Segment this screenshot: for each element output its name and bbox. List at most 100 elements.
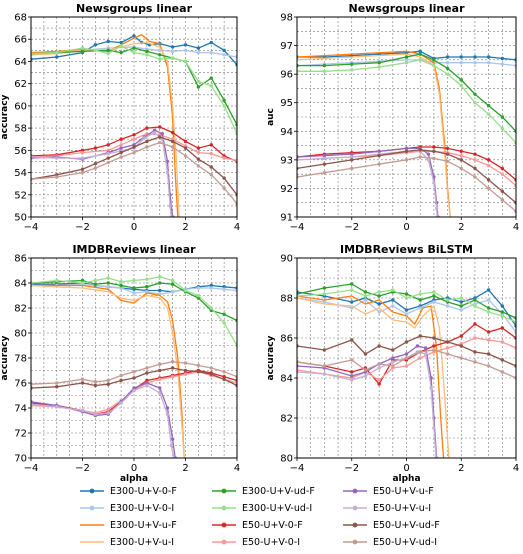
y-tick-label: 94: [280, 127, 293, 138]
y-tick-label: 91: [280, 213, 293, 224]
data-point: [142, 136, 146, 140]
data-point: [418, 148, 422, 152]
data-point: [459, 166, 463, 171]
y-tick-label: 82: [14, 304, 27, 315]
legend-entry-e300-u-v-0-i: E300-U+V-0-I: [80, 503, 174, 514]
data-point: [209, 286, 213, 290]
data-point: [145, 49, 149, 54]
data-point: [183, 59, 188, 64]
legend-label: E300-U+V-ud-I: [242, 503, 312, 514]
y-tick-label: 70: [14, 454, 27, 465]
data-point: [93, 383, 98, 388]
data-point: [473, 298, 477, 302]
x-tick-label: 2: [458, 463, 464, 474]
data-point: [145, 381, 149, 385]
data-point: [500, 314, 505, 318]
data-point: [500, 198, 505, 202]
data-point: [350, 62, 354, 66]
data-point: [158, 362, 162, 366]
data-point: [183, 146, 188, 150]
series-line-e50-u-v-u-f: [297, 345, 438, 458]
data-point: [209, 151, 213, 156]
data-point: [119, 150, 123, 155]
x-tick-label: 0: [403, 222, 409, 233]
legend: E300-U+V-0-F E300-U+V-0-I E300-U+V-u-F E300…: [80, 486, 440, 548]
data-point: [55, 156, 59, 160]
data-point: [391, 288, 395, 292]
data-point: [222, 312, 226, 316]
data-point: [500, 310, 505, 314]
legend-label: E300-U+V-0-F: [110, 486, 177, 497]
data-point: [145, 378, 149, 383]
data-point: [209, 40, 213, 45]
legend-entry-e300-u-v-ud-f: E300-U+V-ud-F: [212, 486, 315, 497]
data-point: [196, 46, 201, 50]
legend-marker: [352, 505, 358, 511]
data-point: [209, 50, 213, 55]
x-tick-label: 4: [234, 222, 240, 233]
data-point: [209, 306, 213, 310]
data-point: [322, 364, 327, 368]
data-point: [459, 296, 463, 300]
data-point: [222, 48, 226, 53]
data-point: [170, 139, 175, 144]
data-point: [391, 364, 395, 368]
data-point: [377, 344, 381, 348]
series-line-e300-u-v-u-i: [297, 297, 450, 458]
data-point: [55, 278, 59, 283]
data-point: [486, 288, 491, 292]
data-point: [55, 405, 59, 409]
data-point: [500, 304, 505, 308]
data-point: [93, 282, 98, 286]
data-point: [106, 143, 110, 147]
data-point: [418, 350, 422, 354]
data-point: [168, 204, 172, 208]
data-point: [432, 348, 436, 352]
data-point: [459, 158, 463, 162]
data-point: [119, 40, 123, 45]
y-tick-label: 78: [14, 354, 27, 365]
data-point: [322, 171, 327, 175]
series-line-e300-u-v-u-i: [31, 284, 185, 458]
data-point: [473, 152, 477, 156]
data-point: [183, 48, 188, 53]
data-point: [170, 375, 175, 379]
data-point: [445, 146, 450, 151]
x-tick-label: −4: [290, 463, 305, 474]
chart-4: −4 −2 0 2 4 80 82 84 86 88 90 IMDBReviews BiLSTM acc…: [266, 243, 519, 484]
x-tick-label: 4: [513, 463, 519, 474]
y-tick-label: 52: [14, 190, 27, 201]
data-point: [445, 346, 450, 350]
data-point: [418, 155, 422, 159]
data-point: [459, 356, 463, 360]
data-point: [350, 300, 354, 304]
data-point: [322, 63, 327, 68]
series-group: [297, 49, 516, 217]
data-point: [183, 361, 188, 365]
data-point: [350, 158, 354, 162]
y-tick-label: 64: [14, 57, 27, 68]
data-point: [222, 53, 226, 57]
x-axis-label: alpha: [120, 474, 148, 484]
data-point: [350, 152, 354, 156]
data-point: [93, 412, 98, 416]
data-point: [426, 158, 431, 162]
x-tick-label: 0: [403, 463, 409, 474]
data-point: [486, 330, 491, 334]
data-point: [404, 146, 409, 151]
data-point: [145, 126, 149, 130]
data-point: [158, 135, 162, 139]
data-point: [459, 334, 463, 338]
data-point: [119, 44, 123, 48]
data-point: [473, 322, 477, 326]
data-point: [132, 370, 136, 374]
data-point: [322, 153, 327, 158]
series-line-e50-u-v-u-i: [297, 351, 437, 458]
data-point: [500, 172, 505, 176]
series-line-e300-u-v-u-i: [297, 53, 451, 217]
data-point: [500, 166, 505, 171]
data-point: [196, 85, 201, 89]
chart-title: Newsgroups linear: [76, 2, 193, 15]
y-tick-label: 62: [14, 79, 27, 90]
data-point: [432, 181, 436, 185]
